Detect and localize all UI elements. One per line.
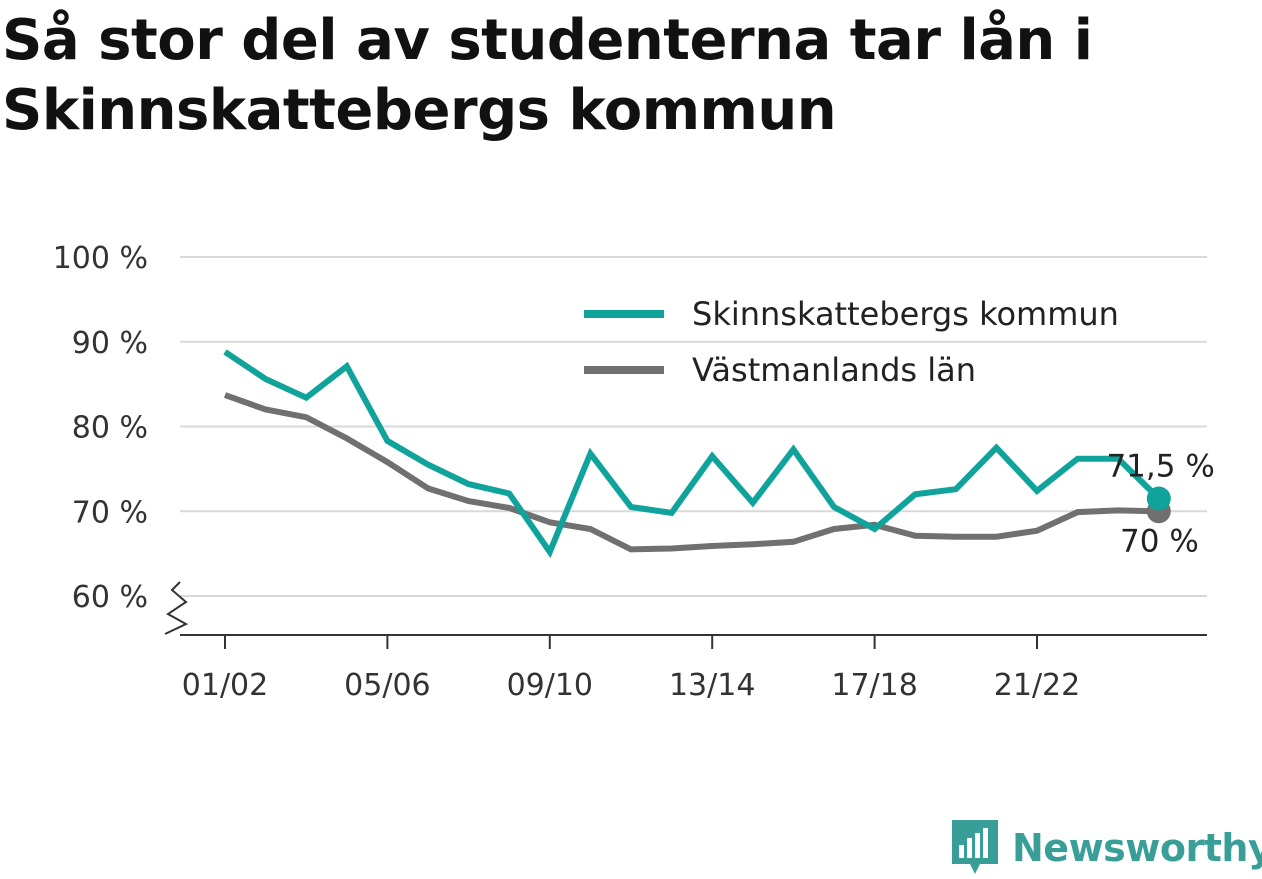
- y-tick-label: 90 %: [72, 326, 148, 361]
- legend-label: Västmanlands län: [692, 351, 976, 389]
- y-tick-label: 80 %: [72, 411, 148, 446]
- end-label-leader: [1122, 463, 1154, 492]
- legend: Skinnskattebergs kommun Västmanlands län: [584, 295, 1119, 389]
- brand-footer: Newsworthy: [950, 818, 1262, 878]
- y-tick-label: 70 %: [72, 495, 148, 530]
- series-line-1: [223, 392, 1159, 553]
- axes: 60 % 70 % 80 % 90 % 100 % 01/02 05/06 09/10 13/1…: [53, 241, 1207, 703]
- newsworthy-logo-icon: [952, 820, 998, 874]
- legend-label: Skinnskattebergs kommun: [692, 295, 1119, 333]
- x-tick-label: 17/18: [831, 668, 917, 703]
- x-tick-label: 05/06: [344, 668, 430, 703]
- chart-title: Så stor del av studenterna tar lån i Ski…: [2, 8, 1093, 143]
- series-lines: [223, 349, 1171, 559]
- end-point-marker: [1146, 486, 1171, 511]
- x-tick-label: 21/22: [994, 668, 1080, 703]
- series-line-0: [223, 349, 1161, 559]
- x-tick-label: 09/10: [507, 668, 593, 703]
- brand-name: Newsworthy: [1012, 826, 1262, 870]
- end-labels: 71,5 % 70 %: [1106, 449, 1214, 560]
- end-label: 70 %: [1120, 523, 1199, 559]
- gridlines: [180, 256, 1207, 597]
- axis-break-icon: [164, 581, 189, 635]
- x-tick-label: 13/14: [669, 668, 755, 703]
- y-tick-label: 60 %: [72, 580, 148, 615]
- end-label: 71,5 %: [1106, 449, 1214, 485]
- x-tick-label: 01/02: [182, 668, 268, 703]
- y-tick-label: 100 %: [53, 241, 148, 276]
